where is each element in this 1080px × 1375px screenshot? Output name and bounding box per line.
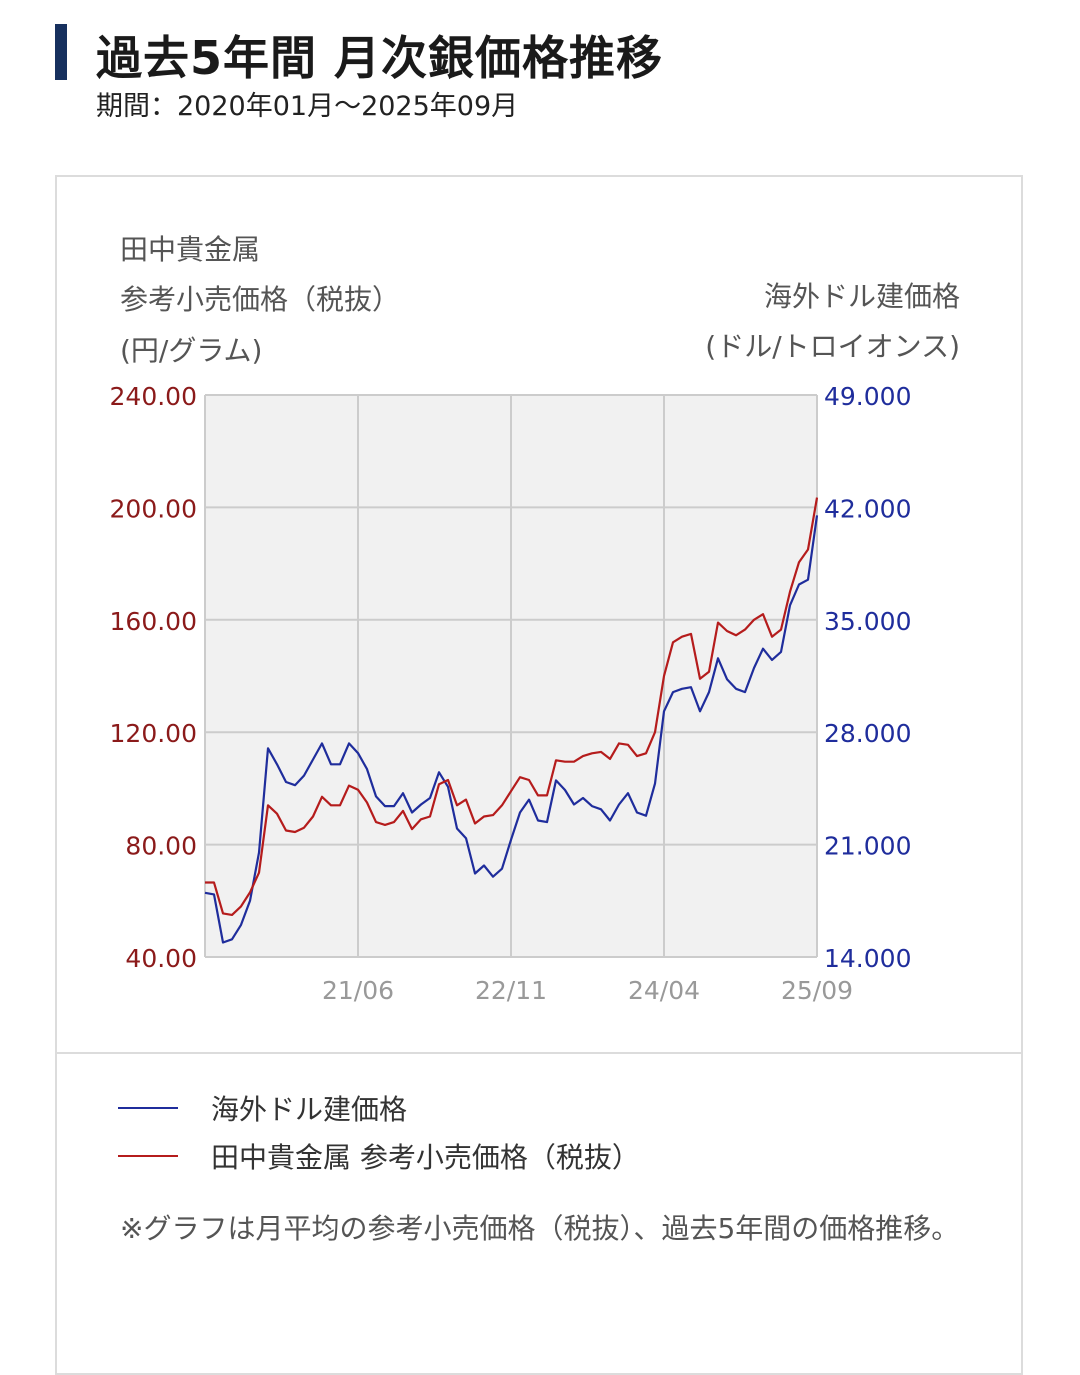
legend-item-usd: 海外ドル建価格 (118, 1093, 407, 1126)
title-accent-bar (55, 24, 67, 80)
left-tick-label: 160.00 (110, 607, 197, 636)
left-tick-label: 240.00 (110, 382, 197, 411)
right-tick-label: 42.000 (824, 494, 911, 523)
jpy-price-line (205, 497, 819, 917)
left-axis-title-line1: 田中貴金属 (120, 233, 261, 266)
legend-label-jpy: 田中貴金属 参考小売価格（税抜） (211, 1141, 640, 1174)
left-axis-title-line2: 参考小売価格（税抜） (120, 283, 401, 316)
legend-swatch-usd (118, 1107, 178, 1109)
legend-item-jpy: 田中貴金属 参考小売価格（税抜） (118, 1141, 640, 1174)
x-tick-label: 24/04 (628, 976, 700, 1005)
right-axis-unit: (ドル/トロイオンス) (705, 330, 960, 363)
left-tick-label: 80.00 (125, 832, 197, 861)
legend-swatch-jpy (118, 1155, 178, 1157)
left-tick-label: 40.00 (125, 944, 197, 973)
footnote: ※グラフは月平均の参考小売価格（税抜）、過去5年間の価格推移。 (120, 1212, 960, 1245)
left-tick-label: 120.00 (110, 719, 197, 748)
right-axis-title: 海外ドル建価格 (763, 280, 960, 313)
right-tick-label: 14.000 (824, 944, 911, 973)
legend-label-usd: 海外ドル建価格 (211, 1093, 408, 1126)
page-title: 過去5年間 月次銀価格推移 (96, 31, 664, 85)
right-tick-label: 21.000 (824, 832, 911, 861)
period-label: 期間：2020年01月〜2025年09月 (96, 91, 519, 122)
panel-divider (55, 1052, 1023, 1054)
right-tick-label: 35.000 (824, 607, 911, 636)
x-tick-label: 21/06 (322, 976, 394, 1005)
x-tick-label: 25/09 (781, 976, 853, 1005)
right-tick-label: 28.000 (824, 719, 911, 748)
left-tick-label: 200.00 (110, 494, 197, 523)
usd-price-line (204, 515, 819, 944)
x-tick-label: 22/11 (475, 976, 547, 1005)
right-tick-label: 49.000 (824, 382, 911, 411)
left-axis-unit: (円/グラム) (120, 334, 263, 367)
silver-price-chart: 240.00 49.000 200.00 42.000 160.00 35.000 120.… (110, 382, 912, 1005)
